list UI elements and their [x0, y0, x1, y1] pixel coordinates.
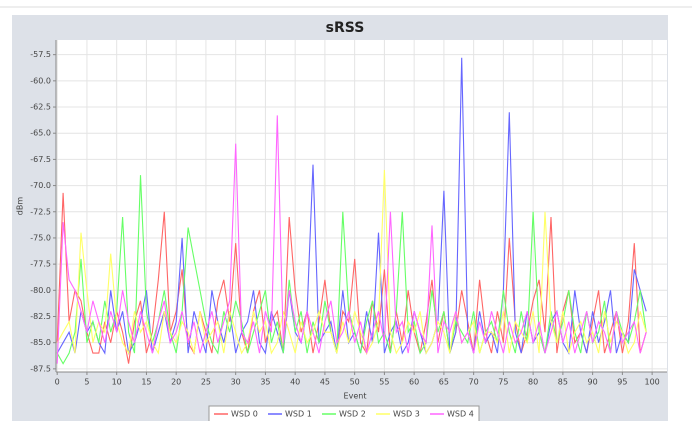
x-tick-label: 10 [112, 378, 122, 387]
y-tick-label: -60.0 [30, 76, 51, 85]
y-tick-label: -70.0 [30, 181, 51, 190]
x-tick-label: 50 [350, 378, 360, 387]
x-tick-label: 40 [290, 378, 300, 387]
x-tick-label: 5 [84, 378, 89, 387]
legend-label: WSD 1 [285, 410, 312, 419]
x-tick-label: 90 [588, 378, 598, 387]
y-tick-label: -62.5 [30, 103, 51, 112]
series-line [56, 115, 647, 364]
plot-area [56, 40, 667, 372]
y-tick-label: -77.5 [30, 260, 51, 269]
x-tick-label: 35 [260, 378, 270, 387]
y-tick-label: -67.5 [30, 155, 51, 164]
legend-label: WSD 2 [339, 410, 366, 419]
y-tick-label: -80.0 [30, 286, 51, 295]
x-tick-label: 55 [379, 378, 389, 387]
x-axis-label: Event [344, 392, 367, 401]
x-tick-label: 75 [498, 378, 508, 387]
y-tick-label: -87.5 [30, 364, 51, 373]
y-tick-label: -85.0 [30, 338, 51, 347]
x-tick-label: 85 [558, 378, 568, 387]
series-line [56, 175, 647, 365]
x-tick-label: 95 [617, 378, 627, 387]
x-tick-label: 30 [231, 378, 241, 387]
x-tick-label: 70 [469, 378, 479, 387]
series-line [56, 57, 647, 355]
legend-label: WSD 0 [231, 410, 258, 419]
legend [208, 405, 480, 421]
y-axis-label: dBm [16, 197, 25, 216]
legend-label: WSD 3 [393, 410, 420, 419]
x-tick-label: 65 [439, 378, 449, 387]
x-tick-label: 15 [141, 378, 151, 387]
y-tick-label: -72.5 [30, 207, 51, 216]
y-tick-label: -75.0 [30, 233, 51, 242]
x-tick-label: 20 [171, 378, 181, 387]
legend-label: WSD 4 [447, 410, 474, 419]
y-tick-label: -57.5 [30, 50, 51, 59]
x-tick-label: 25 [201, 378, 211, 387]
x-tick-label: 100 [644, 378, 659, 387]
x-tick-label: 80 [528, 378, 538, 387]
x-tick-label: 60 [409, 378, 419, 387]
x-tick-label: 0 [55, 378, 60, 387]
y-tick-label: -82.5 [30, 312, 51, 321]
y-tick-label: -65.0 [30, 129, 51, 138]
x-tick-label: 45 [320, 378, 330, 387]
chart-title: sRSS [326, 20, 365, 36]
